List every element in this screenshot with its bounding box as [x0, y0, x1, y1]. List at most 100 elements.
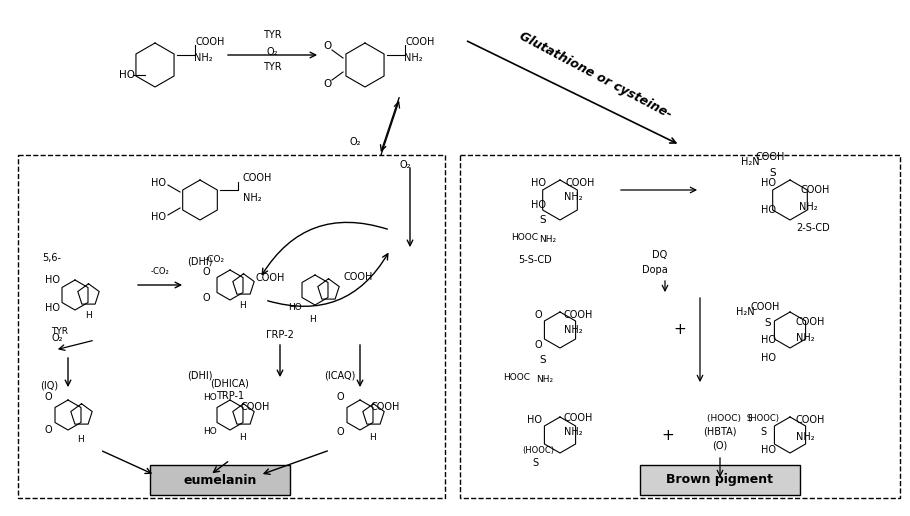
Text: O₂: O₂: [399, 160, 410, 170]
Text: H: H: [85, 311, 91, 319]
Text: O: O: [534, 340, 541, 350]
Text: H: H: [76, 436, 84, 444]
Text: (HOOC)  S: (HOOC) S: [707, 413, 753, 423]
Text: COOH: COOH: [563, 413, 592, 423]
Text: -CO₂: -CO₂: [151, 267, 169, 277]
Text: H: H: [309, 315, 317, 325]
Text: (DHI): (DHI): [187, 256, 213, 266]
Text: HO: HO: [203, 393, 217, 401]
Text: NH₂: NH₂: [563, 325, 582, 335]
Text: NH₂: NH₂: [194, 53, 212, 63]
Text: Brown pigment: Brown pigment: [666, 474, 774, 487]
Text: TYR: TYR: [263, 62, 281, 72]
Text: HO: HO: [531, 200, 545, 210]
Text: HO: HO: [45, 275, 59, 285]
Text: HO: HO: [203, 427, 217, 437]
Text: ΓRP-2: ΓRP-2: [266, 330, 294, 340]
Text: S: S: [770, 168, 776, 178]
Text: +: +: [673, 322, 686, 337]
Text: HO: HO: [761, 445, 775, 455]
Text: O: O: [336, 427, 344, 437]
Text: O: O: [202, 267, 210, 277]
Text: O: O: [202, 293, 210, 303]
Text: (DHI): (DHI): [187, 370, 213, 380]
Text: O: O: [45, 425, 52, 435]
Text: H: H: [369, 432, 377, 442]
Polygon shape: [640, 465, 800, 495]
Text: HO: HO: [761, 178, 775, 188]
Text: HO: HO: [45, 303, 59, 313]
Text: -CO₂: -CO₂: [205, 255, 225, 265]
Text: (DHICA): (DHICA): [210, 378, 249, 388]
Text: (HBTA): (HBTA): [703, 427, 737, 437]
Text: H₂N: H₂N: [741, 157, 759, 167]
Text: HO: HO: [761, 205, 775, 215]
Text: S: S: [540, 215, 546, 225]
Text: TRP-1: TRP-1: [216, 391, 244, 401]
Text: COOH: COOH: [755, 152, 784, 162]
Text: (HOOC): (HOOC): [522, 445, 554, 455]
Text: (ICAQ): (ICAQ): [324, 370, 356, 380]
Text: NH₂: NH₂: [795, 333, 814, 343]
Text: 5,6-: 5,6-: [42, 253, 61, 263]
Text: O: O: [324, 41, 332, 51]
Text: COOH: COOH: [343, 272, 373, 282]
Text: NH₂: NH₂: [563, 192, 582, 202]
Text: NH₂: NH₂: [404, 53, 422, 63]
Text: NH₂: NH₂: [795, 432, 814, 442]
Text: HO: HO: [528, 415, 542, 425]
Text: COOH: COOH: [256, 273, 285, 283]
Text: NH₂: NH₂: [563, 427, 582, 437]
Text: NH₂: NH₂: [536, 376, 553, 384]
Text: H: H: [239, 300, 247, 310]
Text: (IQ): (IQ): [40, 380, 58, 390]
Text: HO: HO: [151, 178, 167, 188]
Text: HO: HO: [531, 178, 545, 188]
Text: (HOOC): (HOOC): [747, 413, 779, 423]
Text: O: O: [45, 392, 52, 402]
Text: HO: HO: [288, 303, 302, 313]
Text: 2-S-CD: 2-S-CD: [796, 223, 830, 233]
Text: eumelanin: eumelanin: [183, 474, 257, 487]
Text: NH₂: NH₂: [540, 235, 557, 245]
Text: COOH: COOH: [196, 37, 225, 47]
Polygon shape: [150, 465, 290, 495]
Text: S: S: [764, 318, 772, 328]
Text: HO: HO: [761, 335, 775, 345]
Text: (O): (O): [713, 440, 728, 450]
Text: TYR: TYR: [52, 328, 68, 336]
Text: COOH: COOH: [795, 415, 824, 425]
Text: DQ: DQ: [652, 250, 668, 260]
Text: TYR: TYR: [263, 30, 281, 40]
Text: COOH: COOH: [405, 37, 435, 47]
Text: COOH: COOH: [370, 402, 399, 412]
Text: O: O: [534, 310, 541, 320]
Text: O: O: [324, 79, 332, 89]
Text: O₂: O₂: [51, 333, 63, 343]
Text: COOH: COOH: [565, 178, 595, 188]
Text: Dopa: Dopa: [642, 265, 668, 275]
Text: COOH: COOH: [795, 317, 824, 327]
Text: O: O: [336, 392, 344, 402]
Text: NH₂: NH₂: [243, 193, 261, 203]
Text: COOH: COOH: [242, 173, 272, 183]
Text: O₂: O₂: [349, 137, 360, 147]
Text: COOH: COOH: [563, 310, 592, 320]
Text: H₂N: H₂N: [735, 307, 754, 317]
Text: S: S: [760, 427, 766, 437]
Text: HO: HO: [119, 70, 135, 80]
Text: S: S: [532, 458, 538, 468]
Text: COOH: COOH: [751, 302, 780, 312]
Text: NH₂: NH₂: [799, 202, 817, 212]
Text: S: S: [540, 355, 546, 365]
Text: COOH: COOH: [800, 185, 830, 195]
Text: COOH: COOH: [240, 402, 269, 412]
Text: HO: HO: [151, 212, 167, 222]
Text: HOOC: HOOC: [503, 374, 530, 382]
Text: Glutathione or cysteine-: Glutathione or cysteine-: [517, 29, 673, 121]
Text: HO: HO: [761, 353, 775, 363]
Text: O₂: O₂: [267, 47, 278, 57]
Text: H: H: [239, 432, 247, 442]
Text: HOOC: HOOC: [511, 234, 538, 243]
Text: +: +: [662, 427, 674, 443]
